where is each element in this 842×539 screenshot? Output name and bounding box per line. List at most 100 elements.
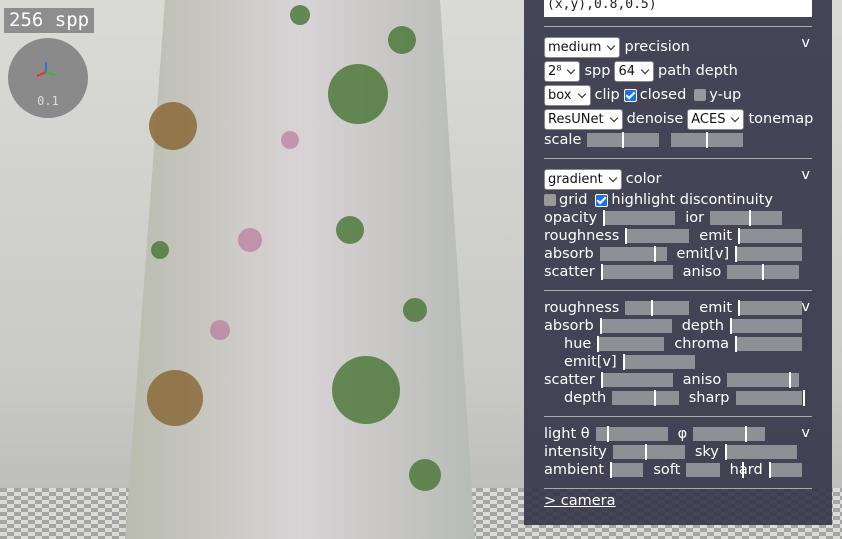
checkbox-box[interactable]: [694, 89, 707, 101]
camera-section: > camera: [544, 488, 812, 509]
slider-thumb[interactable]: [745, 426, 747, 442]
slider-thumb[interactable]: [762, 264, 765, 280]
slider[interactable]: [735, 336, 802, 352]
slider-thumb[interactable]: [654, 390, 657, 406]
slider-thumb[interactable]: [803, 390, 806, 406]
section: v gradient color grid highlight discontinuit…: [544, 158, 812, 281]
slider-thumb[interactable]: [597, 336, 600, 352]
slider-thumb[interactable]: [610, 462, 613, 478]
section-toggle[interactable]: v: [801, 299, 810, 315]
expression-input[interactable]: (x,y),0.8,0.5): [544, 0, 812, 17]
slider-thumb[interactable]: [729, 318, 732, 334]
label: spp: [584, 63, 611, 79]
slider[interactable]: [729, 318, 802, 334]
section-toggle[interactable]: v: [801, 425, 810, 441]
section-toggle[interactable]: v: [801, 35, 810, 51]
checkbox[interactable]: grid: [544, 192, 587, 208]
slider-thumb[interactable]: [738, 300, 741, 316]
slider-thumb[interactable]: [738, 228, 741, 244]
slider[interactable]: [693, 426, 766, 442]
section: v light θ φ intensity sky ambient soft hard: [544, 416, 812, 479]
label: light θ: [544, 426, 590, 442]
dropdown[interactable]: box: [544, 84, 591, 106]
gizmo-scale: 0.1: [37, 94, 59, 108]
checkbox[interactable]: closed: [623, 87, 687, 103]
slider-thumb[interactable]: [645, 444, 648, 460]
slider-thumb[interactable]: [654, 246, 657, 262]
checkbox-box[interactable]: [544, 194, 556, 206]
checkbox[interactable]: highlight discontinuity: [595, 192, 773, 208]
label: sky: [694, 444, 719, 460]
label: opacity: [544, 210, 598, 226]
slider[interactable]: [738, 228, 802, 244]
slider[interactable]: [599, 246, 667, 262]
slider-thumb[interactable]: [749, 210, 752, 226]
control-row: scale: [544, 131, 812, 149]
dropdown[interactable]: 2⁸: [544, 60, 581, 82]
slider[interactable]: [597, 336, 665, 352]
slider[interactable]: [610, 462, 644, 478]
label: path depth: [658, 63, 738, 79]
checkbox-box[interactable]: [595, 193, 609, 207]
dropdown[interactable]: gradient: [544, 168, 622, 190]
slider[interactable]: [735, 246, 802, 262]
checkbox-box[interactable]: [623, 88, 637, 102]
slider[interactable]: [686, 462, 745, 478]
slider-thumb[interactable]: [600, 372, 603, 388]
slider-thumb[interactable]: [724, 444, 727, 460]
slider[interactable]: [600, 264, 673, 280]
control-row: scatter aniso: [544, 263, 812, 281]
slider-thumb[interactable]: [742, 462, 745, 478]
slider[interactable]: [735, 390, 806, 406]
section-toggle[interactable]: v: [801, 167, 810, 183]
slider[interactable]: [595, 426, 668, 442]
slider-thumb[interactable]: [603, 210, 606, 226]
slider[interactable]: [600, 372, 673, 388]
checkbox-label: closed: [639, 87, 687, 103]
slider-thumb[interactable]: [768, 462, 771, 478]
slider-thumb[interactable]: [735, 336, 737, 352]
slider-thumb[interactable]: [706, 132, 709, 148]
slider[interactable]: [724, 444, 797, 460]
axis-gizmo[interactable]: 0.1: [8, 38, 88, 118]
slider[interactable]: [622, 354, 695, 370]
slider-thumb[interactable]: [788, 372, 791, 388]
slider[interactable]: [603, 210, 676, 226]
label: aniso: [682, 264, 722, 280]
slider[interactable]: [727, 264, 800, 280]
label: tonemap: [748, 111, 814, 127]
checkbox[interactable]: y-up: [694, 87, 741, 103]
slider-thumb[interactable]: [650, 300, 653, 316]
control-row: gradient color: [544, 167, 812, 191]
control-row: light θ φ: [544, 425, 812, 443]
slider-thumb[interactable]: [622, 132, 625, 148]
camera-link[interactable]: > camera: [544, 493, 616, 509]
label: denoise: [626, 111, 684, 127]
control-row: absorb depth: [544, 317, 812, 335]
slider[interactable]: [587, 132, 660, 148]
slider-thumb[interactable]: [599, 318, 602, 334]
label: hue: [564, 336, 592, 352]
slider[interactable]: [599, 318, 672, 334]
slider[interactable]: [625, 228, 690, 244]
label: emit: [699, 300, 733, 316]
slider[interactable]: [727, 372, 800, 388]
label: sharp: [688, 390, 730, 406]
slider[interactable]: [625, 300, 690, 316]
dropdown[interactable]: 64: [614, 60, 654, 82]
slider[interactable]: [738, 300, 802, 316]
slider-thumb[interactable]: [622, 354, 625, 370]
control-row: scatter aniso: [544, 371, 812, 389]
slider[interactable]: [671, 132, 744, 148]
slider[interactable]: [612, 390, 679, 406]
slider-thumb[interactable]: [606, 426, 609, 442]
slider-thumb[interactable]: [625, 228, 628, 244]
slider-thumb[interactable]: [735, 246, 738, 262]
dropdown[interactable]: ACES: [687, 108, 745, 130]
slider[interactable]: [612, 444, 685, 460]
slider-thumb[interactable]: [600, 264, 603, 280]
dropdown[interactable]: ResUNet: [544, 108, 623, 130]
slider[interactable]: [710, 210, 783, 226]
slider[interactable]: [768, 462, 802, 478]
dropdown[interactable]: medium: [544, 36, 621, 58]
